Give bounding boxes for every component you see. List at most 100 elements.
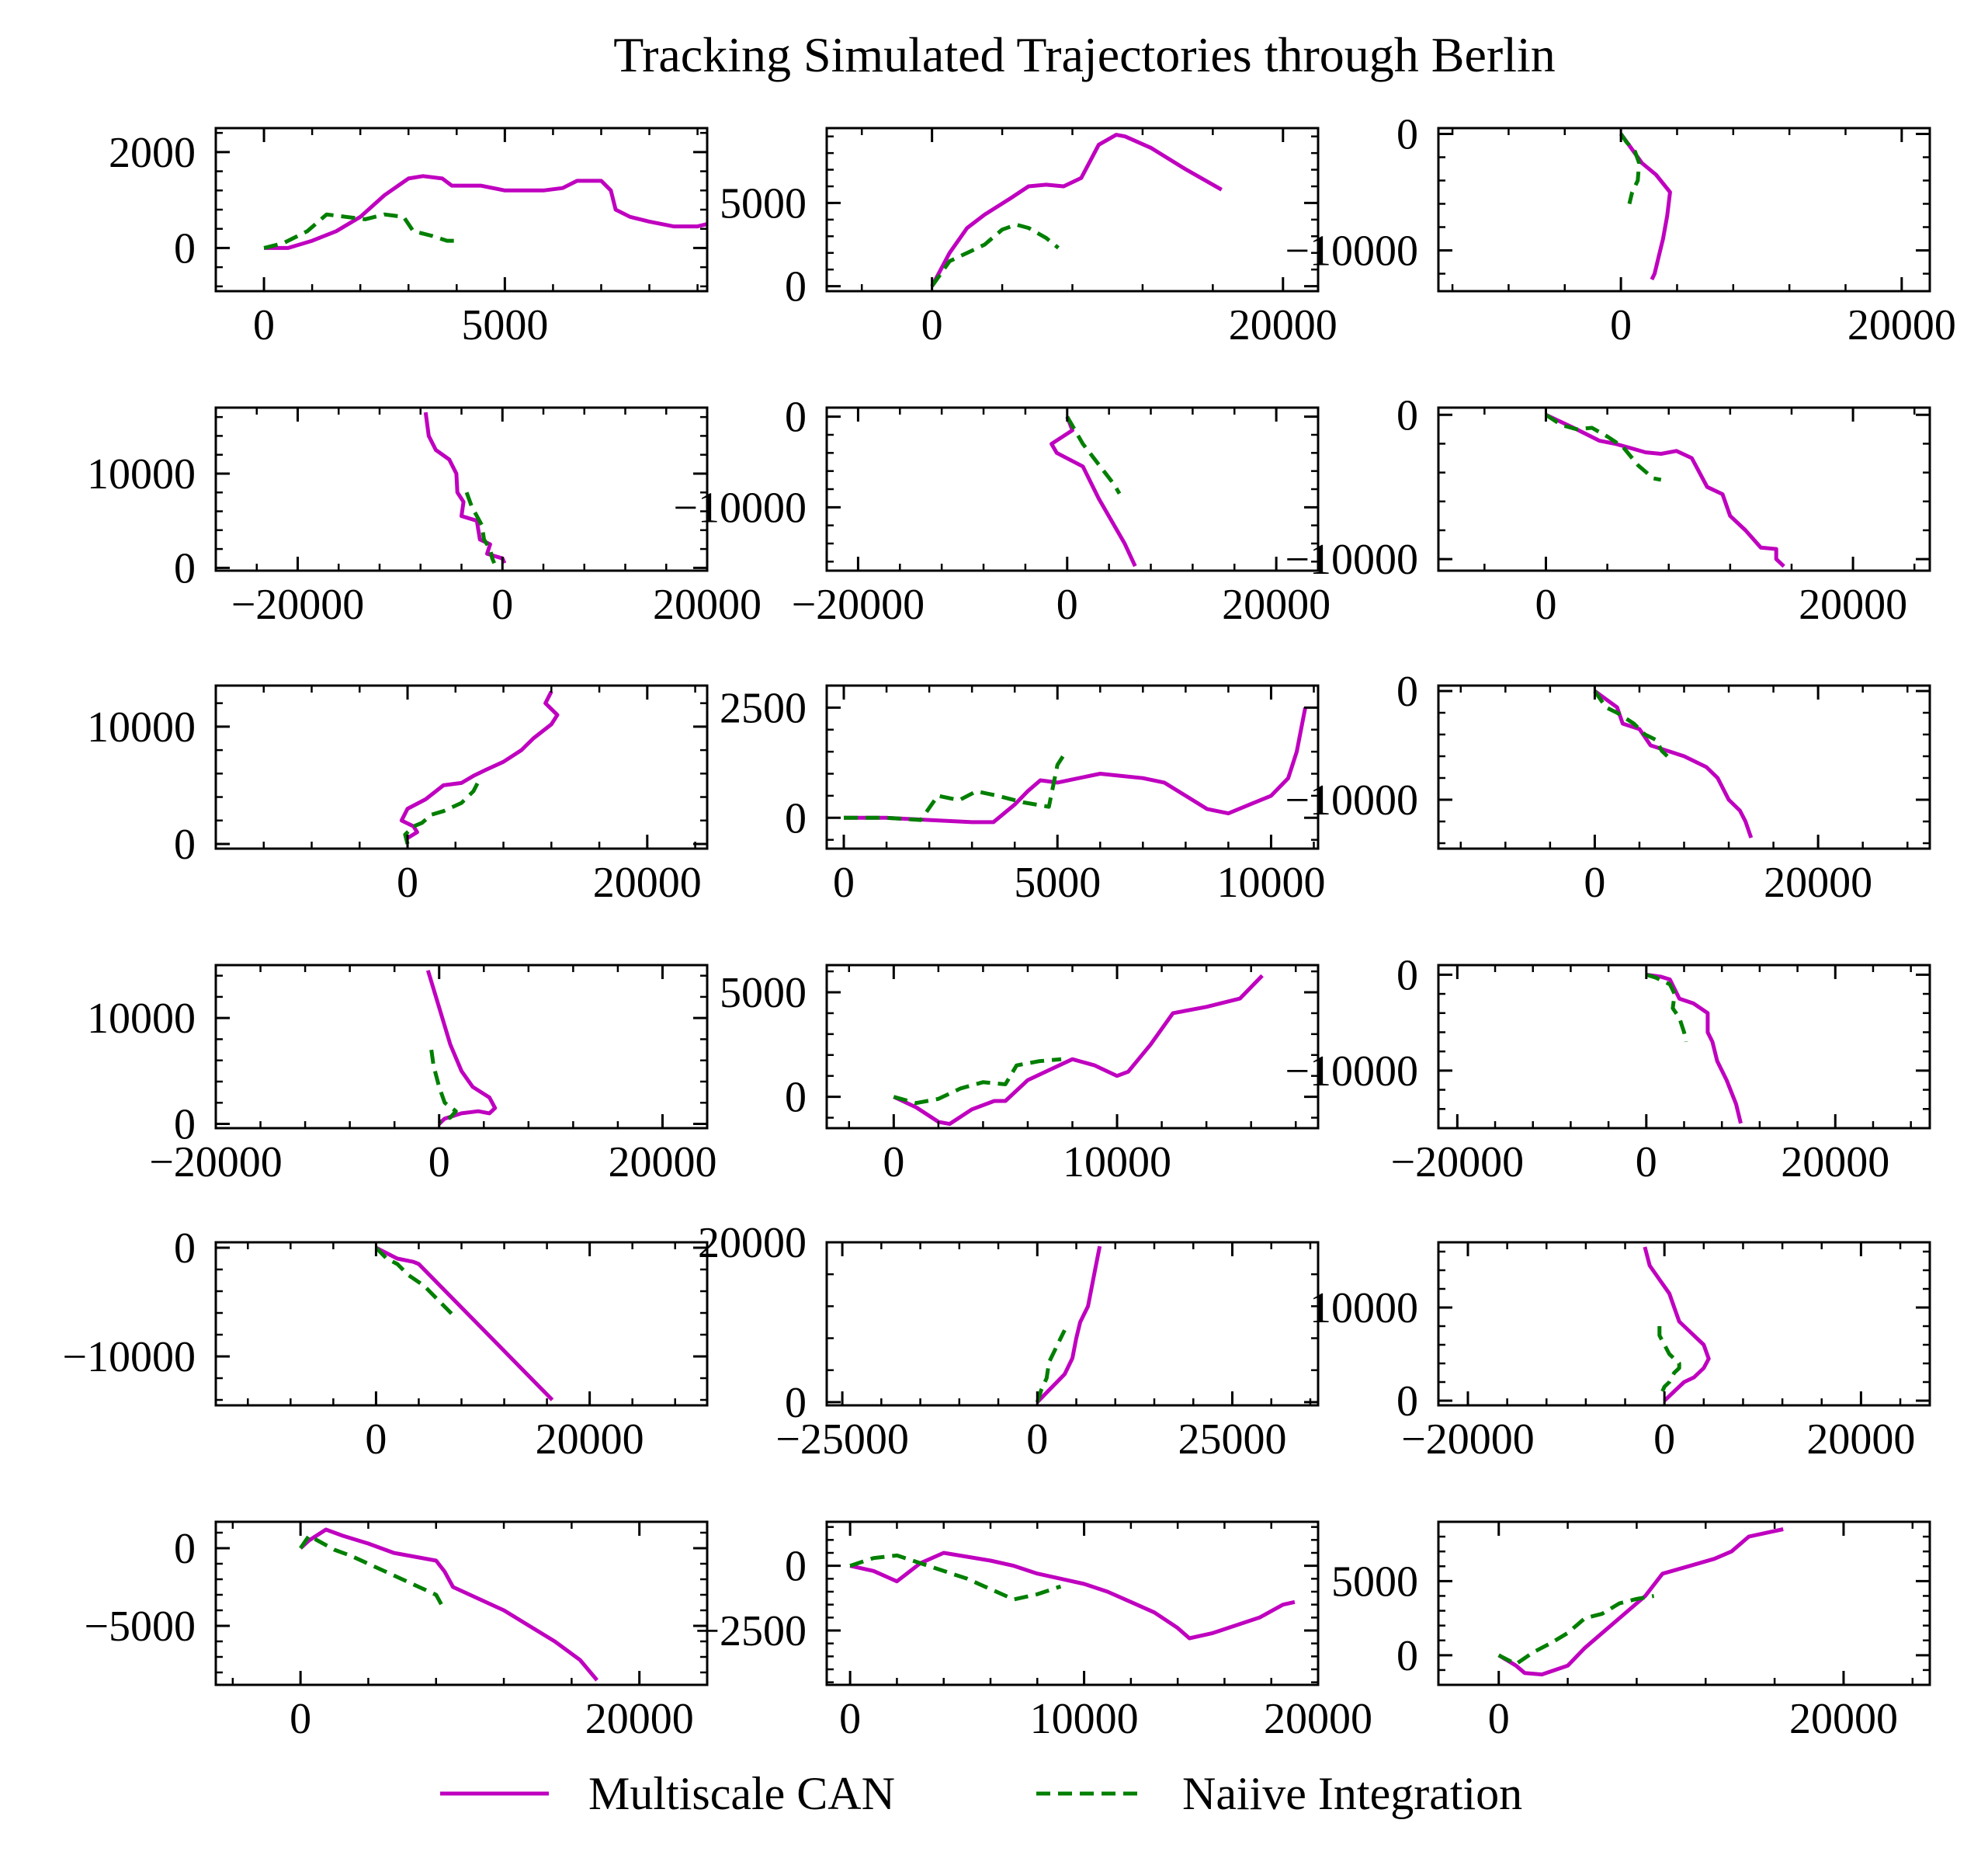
series-line-naiive-integration (263, 212, 457, 250)
series-line-multiscale-can (423, 412, 507, 564)
x-tick-label: 0 (1636, 1138, 1657, 1186)
series-line-naiive-integration (1035, 1329, 1067, 1403)
x-tick-label: −20000 (792, 581, 925, 629)
series-line-multiscale-can (1619, 133, 1672, 281)
y-tick-label: −5000 (84, 1603, 196, 1651)
x-tick-label: 0 (921, 301, 943, 349)
y-tick-label: 10000 (87, 995, 196, 1043)
series-line-naiive-integration (849, 1553, 1062, 1602)
y-tick-label: 0 (1396, 951, 1418, 999)
series-line-multiscale-can (375, 1245, 554, 1401)
series-line-naiive-integration (299, 1533, 446, 1612)
series-line-naiive-integration (1545, 413, 1662, 482)
x-tick-label: 0 (883, 1138, 904, 1186)
y-tick-label: 10000 (1310, 1284, 1418, 1332)
x-tick-label: 0 (365, 1415, 387, 1464)
series-line-multiscale-can (399, 690, 560, 840)
y-tick-label: 0 (785, 794, 807, 842)
x-tick-label: 0 (1026, 1415, 1048, 1464)
x-tick-label: 10000 (1216, 859, 1325, 907)
y-tick-label: 2000 (109, 129, 196, 177)
y-tick-label: 0 (174, 544, 196, 592)
series-line-naiive-integration (1497, 1594, 1655, 1666)
x-tick-label: 0 (1056, 581, 1078, 629)
x-tick-label: 20000 (1222, 581, 1331, 629)
y-tick-label: 2500 (720, 684, 807, 732)
figure-title: Tracking Simulated Trajectories through … (613, 27, 1556, 82)
y-tick-label: −10000 (1285, 1047, 1418, 1096)
y-tick-label: 5000 (1331, 1558, 1418, 1606)
x-tick-label: 20000 (653, 581, 762, 629)
x-tick-label: 0 (491, 581, 513, 629)
x-tick-label: 0 (253, 301, 275, 349)
x-tick-label: −20000 (149, 1138, 283, 1186)
axes-frame (214, 964, 709, 1130)
y-tick-label: 0 (174, 224, 196, 273)
y-tick-label: 0 (785, 263, 807, 311)
legend: Multiscale CAN Naiive Integration (440, 1768, 1522, 1819)
y-tick-label: 0 (785, 1543, 807, 1591)
x-tick-label: −25000 (775, 1415, 909, 1464)
axes-frame (825, 1241, 1320, 1407)
x-tick-label: 0 (1488, 1695, 1510, 1743)
axes-frame (214, 1520, 709, 1686)
y-tick-label: 0 (174, 821, 196, 869)
y-tick-label: −10000 (62, 1333, 196, 1381)
series-line-multiscale-can (1050, 415, 1137, 568)
axes-frame (214, 406, 709, 572)
x-tick-label: −20000 (1401, 1415, 1535, 1464)
legend-label-naiive-integration: Naiive Integration (1182, 1768, 1522, 1819)
series-line-naiive-integration (930, 222, 1060, 288)
x-tick-label: 25000 (1178, 1415, 1286, 1464)
subplot-11: 0 10000 0 5000 (720, 964, 1320, 1186)
x-tick-label: 20000 (1789, 1695, 1898, 1743)
subplot-5: −20000 0 20000 0 −10000 (673, 394, 1331, 629)
x-tick-label: −20000 (231, 581, 365, 629)
axes-frame (214, 684, 709, 850)
subplot-1: 0 5000 0 2000 (109, 127, 709, 349)
series-line-naiive-integration (1065, 415, 1122, 495)
x-tick-label: 0 (290, 1695, 311, 1743)
y-tick-label: 0 (1396, 1377, 1418, 1426)
series-line-naiive-integration (1619, 133, 1642, 205)
series-line-multiscale-can (425, 970, 498, 1126)
y-tick-label: −10000 (1285, 776, 1418, 825)
axes-frame (825, 964, 1320, 1130)
x-tick-label: 10000 (1063, 1138, 1171, 1186)
subplot-17: 0 10000 20000 0 −2500 (695, 1520, 1372, 1743)
x-tick-label: 20000 (608, 1138, 716, 1186)
subplot-6: 0 20000 0 −10000 (1285, 391, 1931, 629)
axes-frame (1437, 964, 1931, 1130)
x-tick-label: 20000 (1229, 301, 1337, 349)
axes-frame (825, 1520, 1320, 1686)
subplot-13: 0 20000 0 −10000 (62, 1224, 709, 1464)
axes-frame (214, 1241, 709, 1407)
axes-frame (1437, 406, 1931, 572)
y-tick-label: 0 (1396, 668, 1418, 716)
x-tick-label: 20000 (1264, 1695, 1372, 1743)
x-tick-label: 5000 (1014, 859, 1101, 907)
y-tick-label: 0 (785, 1379, 807, 1427)
series-line-multiscale-can (1036, 1245, 1102, 1404)
axes-frame (1437, 1520, 1931, 1686)
x-tick-label: 0 (839, 1695, 861, 1743)
x-tick-label: 20000 (536, 1415, 644, 1464)
axes-frame (825, 127, 1320, 293)
subplot-2: 0 20000 0 5000 (720, 127, 1337, 349)
axes-frame (1437, 684, 1931, 850)
x-tick-label: 0 (1584, 859, 1605, 907)
y-tick-label: −10000 (1285, 227, 1418, 276)
subplot-9: 0 20000 0 −10000 (1285, 668, 1931, 907)
x-tick-label: 20000 (1799, 581, 1907, 629)
legend-label-multiscale-can: Multiscale CAN (588, 1768, 895, 1819)
y-tick-label: −10000 (1285, 536, 1418, 584)
x-tick-label: 0 (1653, 1415, 1675, 1464)
x-tick-label: 0 (1610, 301, 1632, 349)
y-tick-label: 0 (1396, 111, 1418, 159)
y-tick-label: 0 (1396, 391, 1418, 439)
series-line-naiive-integration (844, 750, 1068, 822)
axes-frame (825, 406, 1320, 572)
